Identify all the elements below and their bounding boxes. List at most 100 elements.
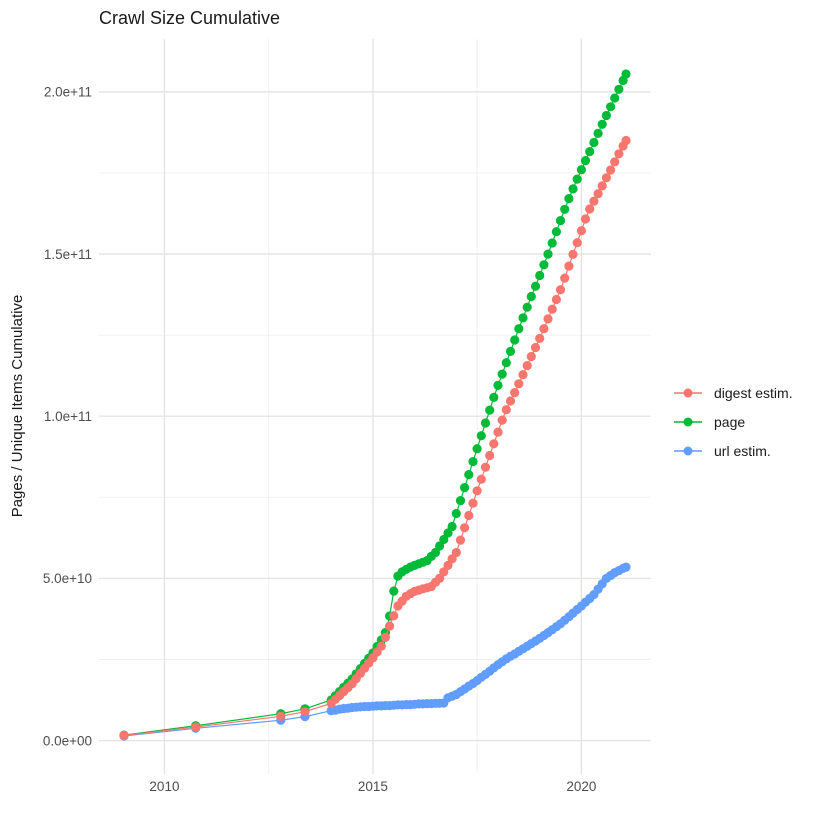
data-point bbox=[485, 405, 495, 415]
data-point bbox=[501, 358, 511, 368]
data-point bbox=[576, 226, 587, 236]
data-point bbox=[439, 534, 449, 545]
data-point bbox=[435, 541, 445, 551]
data-point bbox=[380, 632, 390, 643]
series-layer bbox=[119, 69, 631, 741]
data-point bbox=[435, 573, 445, 584]
data-point bbox=[464, 470, 474, 480]
data-point bbox=[489, 439, 499, 449]
data-point bbox=[606, 102, 616, 112]
data-point bbox=[476, 431, 486, 441]
data-point bbox=[621, 562, 631, 572]
data-point bbox=[551, 227, 562, 237]
data-point bbox=[560, 204, 570, 214]
data-point bbox=[621, 69, 631, 79]
data-point bbox=[497, 369, 507, 379]
axis-tick-labels: 0.0e+00 5.0e+10 1.0e+11 1.5e+11 2.0e+11 2010 2… bbox=[43, 85, 597, 794]
data-point bbox=[505, 346, 516, 356]
legend-marker-page-icon bbox=[674, 417, 702, 426]
data-point bbox=[497, 415, 507, 425]
data-point bbox=[376, 641, 386, 651]
legend-label: url estim. bbox=[714, 442, 771, 459]
data-point bbox=[580, 156, 591, 166]
data-point bbox=[621, 135, 631, 146]
data-point bbox=[276, 711, 286, 721]
data-point bbox=[191, 722, 201, 732]
data-point bbox=[572, 174, 582, 184]
x-tick-label: 2015 bbox=[358, 779, 388, 794]
data-point bbox=[601, 173, 612, 183]
data-point bbox=[614, 84, 624, 94]
data-point bbox=[455, 535, 466, 545]
legend-label: digest estim. bbox=[714, 384, 793, 401]
data-point bbox=[614, 149, 624, 159]
legend-marker-digest-icon bbox=[674, 388, 702, 397]
data-point bbox=[522, 361, 532, 371]
data-point bbox=[530, 281, 541, 291]
data-point bbox=[518, 313, 528, 323]
data-point bbox=[468, 498, 478, 508]
legend: digest estim. page url estim. bbox=[672, 378, 793, 465]
data-point bbox=[589, 137, 599, 148]
data-point bbox=[547, 304, 557, 314]
data-point bbox=[601, 110, 612, 121]
data-point bbox=[597, 181, 607, 191]
data-point bbox=[468, 457, 478, 467]
legend-item-digest: digest estim. bbox=[672, 378, 793, 407]
data-point bbox=[480, 462, 491, 472]
data-point bbox=[593, 128, 603, 138]
data-point bbox=[464, 510, 474, 521]
data-point bbox=[389, 586, 399, 596]
data-point bbox=[489, 392, 499, 402]
data-point bbox=[501, 405, 511, 415]
data-point bbox=[610, 157, 620, 167]
data-point bbox=[460, 523, 470, 533]
y-tick-label: 0.0e+00 bbox=[43, 733, 92, 748]
y-tick-label: 1.5e+11 bbox=[44, 247, 92, 262]
data-point bbox=[543, 249, 553, 259]
data-point bbox=[455, 496, 466, 506]
data-point bbox=[476, 474, 486, 484]
data-point bbox=[530, 342, 541, 353]
data-point bbox=[451, 547, 461, 558]
data-point bbox=[526, 351, 536, 362]
data-point bbox=[585, 204, 595, 214]
chart-title: Crawl Size Cumulative bbox=[99, 8, 280, 28]
data-point bbox=[535, 270, 545, 281]
data-point bbox=[585, 147, 595, 157]
data-point bbox=[606, 165, 616, 175]
data-point bbox=[510, 388, 520, 398]
data-point bbox=[514, 324, 524, 334]
data-point bbox=[535, 333, 545, 343]
y-tick-label: 2.0e+11 bbox=[44, 85, 92, 100]
data-point bbox=[522, 302, 532, 312]
data-point bbox=[472, 444, 482, 454]
y-tick-label: 1.0e+11 bbox=[44, 409, 92, 424]
data-point bbox=[518, 370, 528, 380]
legend-item-page: page bbox=[672, 407, 793, 436]
data-point bbox=[555, 216, 566, 226]
series-digest-estim bbox=[119, 135, 631, 741]
data-point bbox=[480, 418, 491, 428]
data-point bbox=[514, 379, 524, 389]
data-point bbox=[447, 521, 457, 532]
data-point bbox=[589, 196, 599, 206]
y-tick-label: 5.0e+10 bbox=[43, 571, 92, 586]
data-point bbox=[551, 294, 562, 305]
data-point bbox=[539, 324, 549, 334]
data-point bbox=[564, 261, 574, 271]
data-point bbox=[505, 396, 516, 406]
gridlines-minor bbox=[99, 39, 651, 774]
data-point bbox=[580, 214, 591, 224]
data-point bbox=[555, 285, 566, 295]
data-point bbox=[560, 273, 570, 283]
data-point bbox=[439, 567, 449, 577]
data-point bbox=[451, 508, 461, 519]
data-point bbox=[597, 119, 607, 129]
legend-marker-url-icon bbox=[674, 446, 702, 455]
data-point bbox=[526, 291, 536, 302]
data-point bbox=[572, 238, 582, 248]
data-point bbox=[568, 249, 578, 259]
data-point bbox=[547, 238, 557, 248]
